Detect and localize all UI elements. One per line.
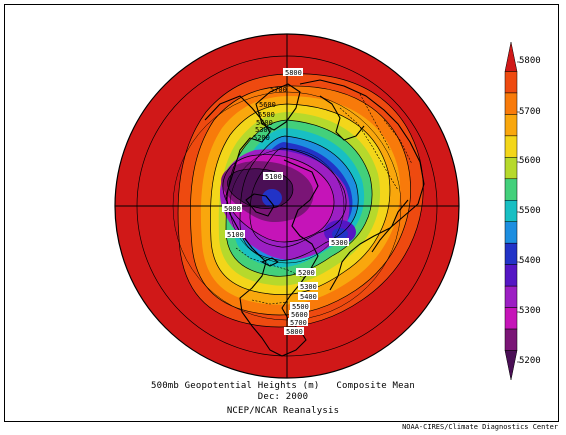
colorbar-swatch xyxy=(504,242,518,265)
contour-label: 5200 xyxy=(253,134,270,142)
contour-label: 5100 xyxy=(265,173,282,181)
north-america-coast xyxy=(204,95,319,357)
colorbar-label: 5800 xyxy=(519,56,541,66)
east-asia-coast xyxy=(371,199,409,253)
contour-label: 5500 xyxy=(258,111,275,119)
map-source: NCEP/NCAR Reanalysis xyxy=(226,406,340,416)
eurasia-coast xyxy=(299,79,425,291)
colorbar xyxy=(504,41,520,381)
country-borders xyxy=(235,93,413,305)
contour-label: 5300 xyxy=(331,239,348,247)
contour-label: 5800 xyxy=(285,69,302,77)
great-lakes xyxy=(261,257,279,267)
contour-label: 5300 xyxy=(300,283,317,291)
colorbar-label: 5700 xyxy=(519,107,541,117)
contour-label: 5800 xyxy=(286,328,303,336)
colorbar-swatch xyxy=(504,328,518,351)
map-period: Dec: 2000 xyxy=(257,392,309,402)
contour-label: 5100 xyxy=(227,231,244,239)
coastlines xyxy=(204,79,425,357)
colorbar-swatch xyxy=(504,41,518,72)
colorbar-swatch xyxy=(504,178,518,201)
colorbar-swatch xyxy=(504,92,518,115)
colorbar-swatch xyxy=(504,200,518,222)
colorbar-swatch xyxy=(504,307,518,330)
map-credit: NOAA-CIRES/Climate Diagnostics Center xyxy=(402,423,558,431)
colorbar-label: 5300 xyxy=(519,306,541,316)
contour-label: 5400 xyxy=(256,119,273,127)
colorbar-label: 5400 xyxy=(519,256,541,266)
colorbar-swatch xyxy=(504,157,518,180)
contour-label: 5500 xyxy=(292,303,309,311)
colorbar-swatch xyxy=(504,350,518,381)
colorbar-swatch xyxy=(504,285,518,308)
colorbar-swatch xyxy=(504,135,518,158)
contour-label: 5600 xyxy=(291,311,308,319)
colorbar-swatch xyxy=(504,71,518,94)
contour-label: 5700 xyxy=(270,86,287,94)
contour-label: 5000 xyxy=(224,205,241,213)
scandinavia-coast xyxy=(319,95,365,141)
greenland-coast xyxy=(255,83,301,131)
colorbar-swatch xyxy=(504,221,518,244)
contour-label: 5700 xyxy=(290,319,307,327)
contour-label: 5400 xyxy=(300,293,317,301)
colorbar-label: 5600 xyxy=(519,156,541,166)
map-variable-caption: 500mb Geopotential Heights (m) Composite… xyxy=(150,381,416,391)
contour-labels: 5800 5700 5600 5500 5400 5300 5200 5100 … xyxy=(222,68,349,336)
colorbar-swatch xyxy=(504,264,518,287)
colorbar-label: 5200 xyxy=(519,356,541,366)
contour-label: 5600 xyxy=(259,101,276,109)
contour-label: 5300 xyxy=(255,126,272,134)
colorbar-label: 5500 xyxy=(519,206,541,216)
contour-label: 5200 xyxy=(298,269,315,277)
low-center xyxy=(262,189,282,207)
colorbar-swatch xyxy=(504,114,518,137)
